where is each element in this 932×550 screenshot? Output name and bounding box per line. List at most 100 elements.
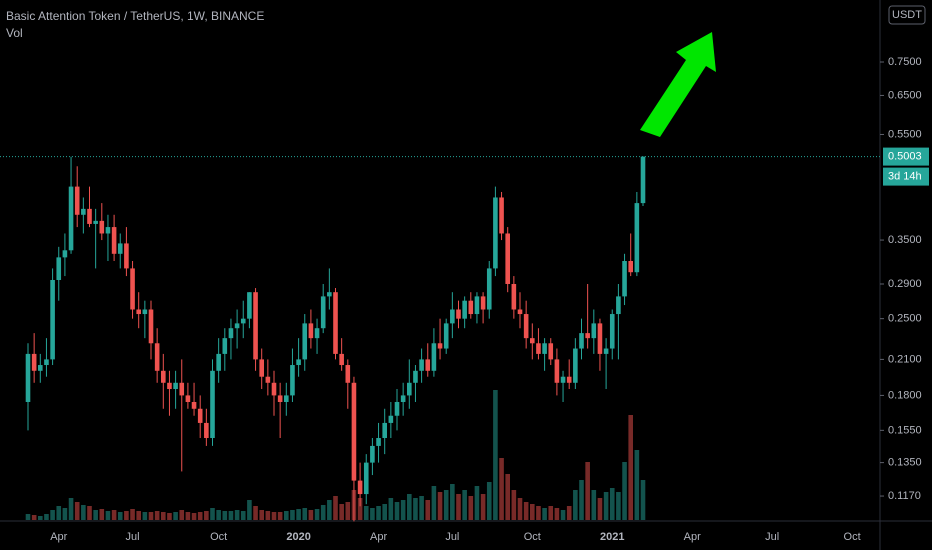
candle-body	[234, 323, 240, 329]
candle-body	[167, 382, 172, 390]
volume-bar	[31, 515, 37, 520]
candle-body	[185, 395, 191, 402]
candle-body	[50, 279, 55, 360]
candle-body	[320, 296, 326, 329]
volume-bar	[413, 498, 418, 520]
currency-box[interactable]	[888, 5, 926, 25]
volume-bar	[62, 508, 68, 520]
y-tick-label: 0.1170	[888, 490, 921, 502]
volume-bar	[105, 511, 111, 520]
volume-bar	[628, 415, 633, 520]
volume-bar	[284, 511, 289, 520]
x-tick-label: Apr	[50, 531, 67, 543]
volume-bar	[382, 504, 387, 520]
volume-bar	[290, 510, 295, 520]
x-tick-label: Oct	[524, 531, 541, 543]
volume-bar	[517, 498, 523, 520]
candle-body	[407, 382, 412, 396]
volume-bar	[597, 498, 603, 520]
candle-body	[382, 422, 387, 439]
volume-bar	[44, 514, 49, 520]
x-tick-label: Jul	[126, 531, 140, 543]
green-arrow	[640, 32, 716, 137]
volume-bar	[327, 500, 332, 520]
candle-body	[486, 268, 492, 310]
volume-bar	[302, 508, 308, 520]
candle-body	[68, 186, 74, 251]
volume-bar	[376, 506, 381, 520]
y-tick-label: 0.2900	[888, 278, 922, 290]
candle-body	[197, 408, 203, 423]
candle-body	[530, 338, 535, 344]
volume-bar	[167, 513, 172, 520]
volume-bar	[259, 510, 264, 520]
x-tick-label: Oct	[844, 531, 861, 543]
volume-bar	[111, 510, 117, 520]
volume-bar	[370, 508, 375, 520]
candle-body	[327, 292, 332, 297]
y-tick-label: 0.1550	[888, 424, 922, 436]
candle-body	[351, 382, 357, 481]
candle-body	[253, 292, 258, 360]
volume-bar	[210, 508, 215, 520]
candle-body	[56, 257, 62, 280]
candle-body	[505, 233, 510, 284]
volume-bar	[68, 498, 74, 520]
y-tick-label: 0.3500	[888, 234, 922, 246]
candle-body	[456, 309, 461, 319]
volume-bar	[363, 506, 369, 520]
volume-bar	[560, 510, 566, 520]
candle-body	[474, 296, 480, 315]
volume-bar	[265, 511, 271, 520]
candle-body	[585, 333, 590, 339]
candle-body	[308, 323, 314, 339]
volume-bar	[468, 496, 474, 520]
candle-body	[173, 382, 178, 390]
volume-bar	[185, 512, 191, 520]
candle-body	[591, 323, 597, 339]
volume-bar	[431, 486, 437, 520]
volume-bar	[142, 512, 148, 520]
candle-body	[240, 318, 246, 324]
candle-body	[179, 382, 185, 396]
volume-bar	[450, 484, 455, 520]
candle-body	[345, 365, 351, 383]
volume-bar	[240, 511, 246, 520]
candle-body	[87, 208, 92, 224]
candle-body	[31, 353, 37, 371]
candle-body	[622, 260, 627, 297]
volume-bar	[148, 512, 154, 520]
candle-body	[265, 376, 271, 383]
volume-bar	[357, 498, 363, 520]
candle-body	[117, 243, 123, 254]
candle-body	[284, 395, 289, 402]
volume-bar	[136, 511, 141, 520]
candle-body	[437, 343, 443, 349]
volume-bar	[99, 509, 105, 520]
candle-body	[493, 197, 498, 269]
candle-body	[111, 227, 117, 254]
volume-bar	[530, 504, 535, 520]
candle-body	[271, 382, 277, 396]
currency[interactable]: USDT	[892, 9, 922, 21]
volume-bar	[179, 510, 185, 520]
volume-bar	[222, 511, 228, 520]
y-tick-label: 0.1800	[888, 389, 922, 401]
candle-body	[259, 359, 264, 377]
volume-bar	[407, 494, 412, 520]
candle-body	[511, 283, 517, 310]
x-tick-label: 2021	[600, 531, 624, 543]
volume-bar	[124, 511, 129, 520]
x-tick-label: Jul	[765, 531, 779, 543]
candle-body	[376, 438, 381, 446]
candle-body	[99, 220, 105, 234]
chart-title: Basic Attention Token / TetherUS, 1W, BI…	[6, 9, 264, 23]
volume-bar	[579, 480, 584, 520]
volume-bar	[609, 488, 615, 520]
volume-bar	[271, 512, 277, 520]
y-tick-label: 0.5500	[888, 128, 922, 140]
volume-bar	[247, 500, 252, 520]
last-price-label: 0.5003	[888, 151, 922, 163]
volume-bar	[204, 511, 209, 520]
